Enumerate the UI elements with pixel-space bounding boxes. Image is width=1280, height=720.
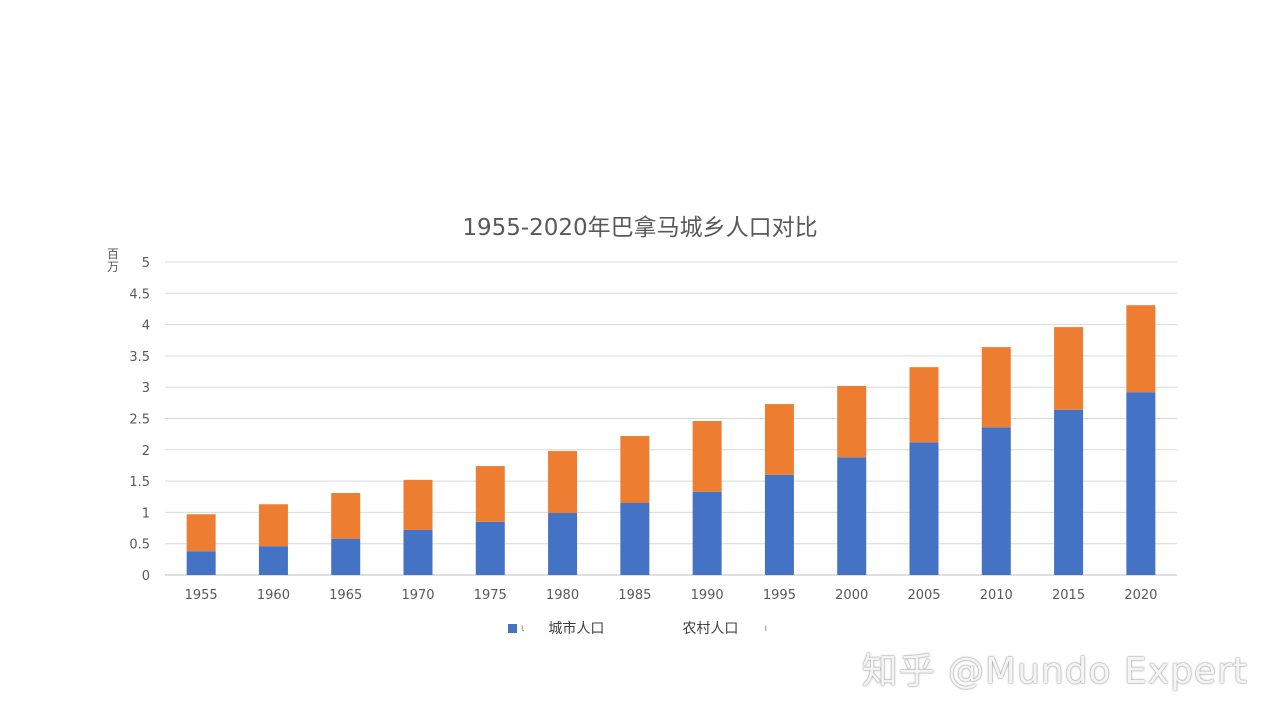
legend-marker-glyph: ι (521, 622, 525, 634)
x-tick-label: 1955 (185, 588, 218, 603)
x-tick-label: 2010 (980, 588, 1013, 603)
x-tick-label: 2015 (1052, 588, 1085, 603)
y-tick-label: 0 (142, 569, 150, 584)
bar-rural (475, 466, 505, 522)
bar-urban (186, 551, 216, 575)
x-tick-label: 1985 (618, 588, 651, 603)
bar-rural (620, 436, 650, 504)
bar-rural (1054, 327, 1084, 410)
bar-rural (1126, 305, 1156, 393)
bar-rural (186, 514, 216, 552)
x-tick-label: 2020 (1124, 588, 1157, 603)
bar-rural (909, 367, 939, 443)
bar-urban (403, 529, 433, 575)
bar-urban (475, 521, 505, 575)
x-tick-label: 1990 (691, 588, 724, 603)
bar-urban (909, 442, 939, 575)
x-tick-label: 1960 (257, 588, 290, 603)
y-tick-label: 5 (142, 256, 150, 271)
bar-urban (1054, 409, 1084, 575)
y-tick-label: 3.5 (129, 350, 150, 365)
y-tick-label: 3 (142, 381, 150, 396)
bar-urban (764, 474, 794, 575)
bar-rural (258, 504, 288, 547)
x-tick-label: 1970 (401, 588, 434, 603)
bar-rural (331, 492, 361, 539)
bar-urban (620, 503, 650, 575)
bar-rural (981, 347, 1011, 428)
bar-rural (764, 404, 794, 475)
legend: ι 城市人口 农村人口 ı (508, 618, 767, 638)
x-tick-label: 1965 (329, 588, 362, 603)
y-tick-label: 2.5 (129, 413, 150, 428)
y-tick-label: 4.5 (129, 287, 150, 302)
bar-urban (1126, 392, 1156, 575)
x-tick-label: 1975 (474, 588, 507, 603)
legend-label-urban: 城市人口 (548, 621, 605, 637)
bar-urban (548, 513, 578, 575)
bar-urban (837, 457, 867, 575)
y-tick-label: 2 (142, 444, 150, 459)
chart-title: 1955-2020年巴拿马城乡人口对比 (462, 215, 818, 241)
bar-rural (692, 421, 722, 492)
y-axis-unit-label: 百万 (107, 247, 120, 274)
x-tick-label: 1995 (763, 588, 796, 603)
legend-marker-glyph: ı (764, 622, 768, 634)
bar-urban (981, 427, 1011, 575)
y-tick-label: 0.5 (129, 538, 150, 553)
x-tick-label: 2000 (835, 588, 868, 603)
x-tick-label: 2005 (907, 588, 940, 603)
bar-rural (548, 451, 578, 514)
y-tick-label: 1 (142, 506, 150, 521)
bar-urban (692, 491, 722, 575)
legend-swatch-urban (508, 623, 517, 633)
watermark: 知乎 @Mundo Expert (861, 651, 1248, 692)
y-tick-label: 4 (142, 319, 150, 334)
bar-rural (403, 479, 433, 530)
legend-label-rural: 农村人口 (682, 621, 739, 637)
bar-urban (258, 546, 288, 575)
y-tick-label: 1.5 (129, 475, 150, 490)
x-tick-label: 1980 (546, 588, 579, 603)
bar-rural (837, 385, 867, 458)
bar-urban (331, 538, 361, 575)
